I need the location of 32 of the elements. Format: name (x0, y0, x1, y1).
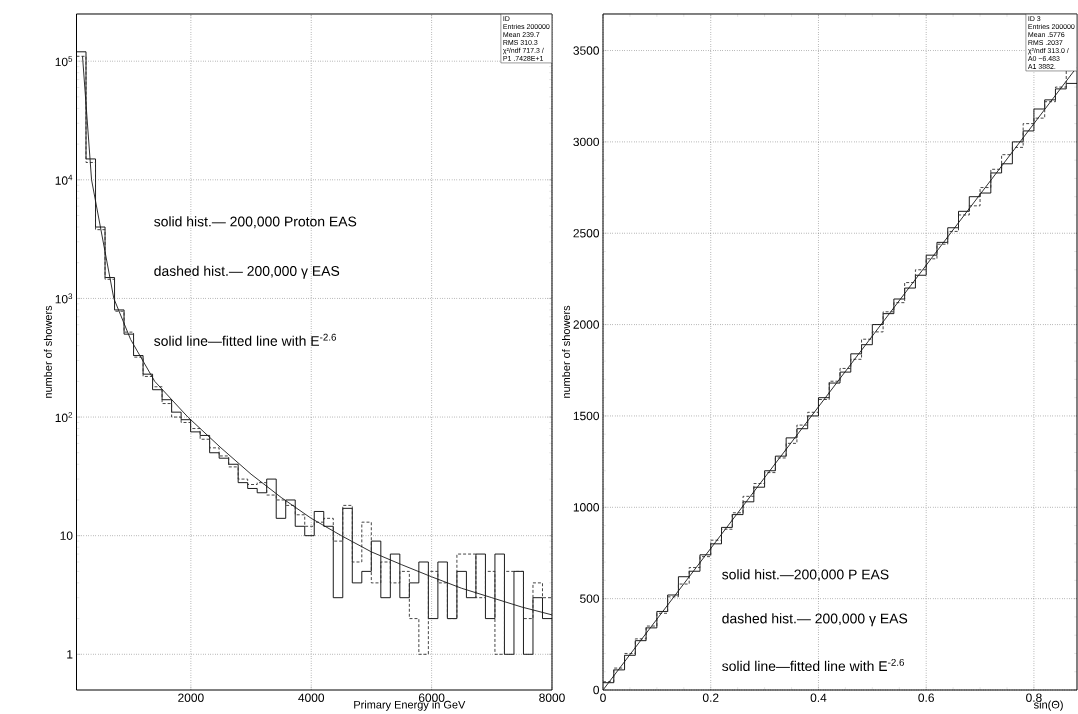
y-tick-label: 1000 (573, 503, 600, 512)
y-tick-label: 2500 (573, 229, 600, 238)
y-tick-label: 3500 (573, 46, 600, 55)
y-tick-label: 3000 (573, 137, 600, 147)
y-tick-label: 10$^{3}$ (55, 293, 73, 304)
x-tick-label: 0.6 (918, 693, 934, 702)
y-axis-title: number of showers (43, 305, 52, 398)
annotation: dashed hist.— 200,000 γ EAS (722, 613, 908, 627)
x-tick-label: 2000 (178, 693, 204, 702)
y-tick-label: 0 (593, 685, 600, 695)
x-tick-label: 4000 (298, 693, 325, 702)
x-tick-label: 0 (600, 693, 606, 702)
annotation: dashed hist.— 200,000 γ EAS (154, 265, 340, 279)
annotation: solid line—fitted line with E$^{-2.6}$ (722, 658, 904, 672)
annotation: solid hist.— 200,000 Proton EAS (154, 216, 357, 229)
y-axis-title: number of showers (562, 305, 571, 398)
y-tick-label: 10$^{4}$ (55, 174, 73, 185)
y-tick-label: 2000 (573, 320, 600, 329)
x-tick-label: 6000 (418, 693, 445, 702)
annotation: solid hist.—200,000 P EAS (722, 569, 889, 582)
y-tick-label: 1 (67, 650, 73, 659)
annotation: solid line—fitted line with E$^{-2.6}$ (154, 333, 337, 346)
y-tick-label: 10$^{2}$ (55, 412, 73, 423)
x-axis-title: sin(Θ) (1033, 700, 1063, 711)
y-tick-label: 10$^{5}$ (55, 56, 73, 67)
x-tick-label: 0.4 (810, 693, 827, 702)
x-tick-label: 8000 (539, 693, 565, 702)
x-tick-label: 0.8 (1026, 693, 1042, 702)
y-tick-label: 10 (60, 531, 73, 540)
y-tick-label: 1500 (573, 411, 600, 421)
x-tick-label: 0.2 (702, 693, 719, 702)
y-tick-label: 500 (580, 594, 600, 603)
